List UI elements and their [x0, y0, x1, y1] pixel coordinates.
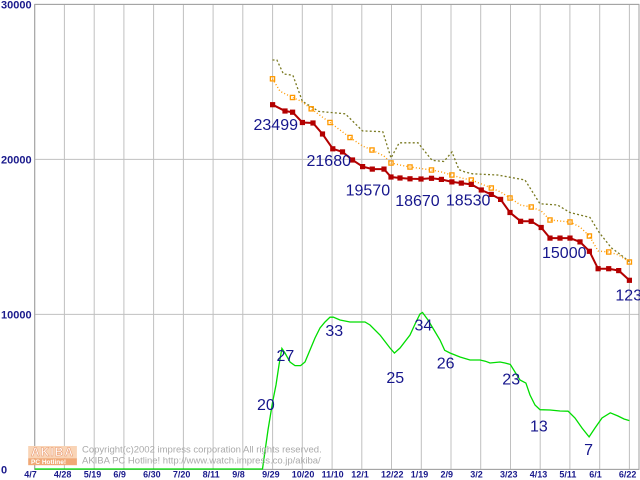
svg-text:18530: 18530: [446, 193, 491, 210]
svg-text:10000: 10000: [1, 309, 32, 321]
svg-text:PC Hotline!: PC Hotline!: [31, 459, 66, 466]
svg-text:4/28: 4/28: [54, 470, 72, 480]
svg-text:3/2: 3/2: [470, 470, 483, 480]
svg-text:9/29: 9/29: [262, 470, 280, 480]
svg-text:AKIBA PC Hotline! http://www.: AKIBA PC Hotline! http://www.watch.impre…: [82, 456, 321, 467]
svg-text:AKIBA: AKIBA: [31, 445, 74, 459]
svg-text:26: 26: [437, 355, 455, 372]
svg-text:3/23: 3/23: [500, 470, 518, 480]
svg-text:27: 27: [277, 348, 295, 365]
svg-text:Copyright(c)2002 impress corpo: Copyright(c)2002 impress corporation All…: [82, 445, 322, 456]
svg-text:6/9: 6/9: [113, 470, 126, 480]
svg-text:34: 34: [415, 318, 433, 335]
svg-text:12/22: 12/22: [381, 470, 404, 480]
svg-text:1/19: 1/19: [411, 470, 429, 480]
svg-text:18670: 18670: [395, 193, 440, 210]
svg-text:6/30: 6/30: [143, 470, 161, 480]
svg-text:13: 13: [530, 419, 548, 436]
svg-text:33: 33: [325, 323, 343, 340]
svg-text:7/20: 7/20: [173, 470, 191, 480]
svg-text:9/8: 9/8: [232, 470, 245, 480]
svg-text:15000: 15000: [542, 245, 587, 262]
svg-text:20000: 20000: [1, 154, 32, 166]
svg-text:5/19: 5/19: [84, 470, 102, 480]
svg-text:20: 20: [257, 397, 275, 414]
svg-text:30000: 30000: [1, 0, 32, 11]
svg-text:12300: 12300: [615, 287, 640, 304]
svg-text:19570: 19570: [346, 183, 391, 200]
svg-text:6/1: 6/1: [589, 470, 602, 480]
svg-text:6/22: 6/22: [619, 470, 637, 480]
svg-text:25: 25: [386, 370, 404, 387]
svg-text:12/1: 12/1: [351, 470, 369, 480]
svg-text:23499: 23499: [254, 117, 299, 134]
svg-text:4/13: 4/13: [530, 470, 548, 480]
svg-text:4/7: 4/7: [24, 470, 37, 480]
svg-text:7: 7: [584, 442, 593, 459]
svg-text:23: 23: [502, 371, 520, 388]
svg-text:8/11: 8/11: [203, 470, 220, 480]
svg-text:0: 0: [1, 464, 7, 476]
svg-text:11/10: 11/10: [322, 470, 344, 480]
svg-text:2/9: 2/9: [441, 470, 454, 480]
svg-text:10/20: 10/20: [292, 470, 315, 480]
svg-text:21680: 21680: [307, 153, 352, 170]
svg-text:5/11: 5/11: [559, 470, 576, 480]
